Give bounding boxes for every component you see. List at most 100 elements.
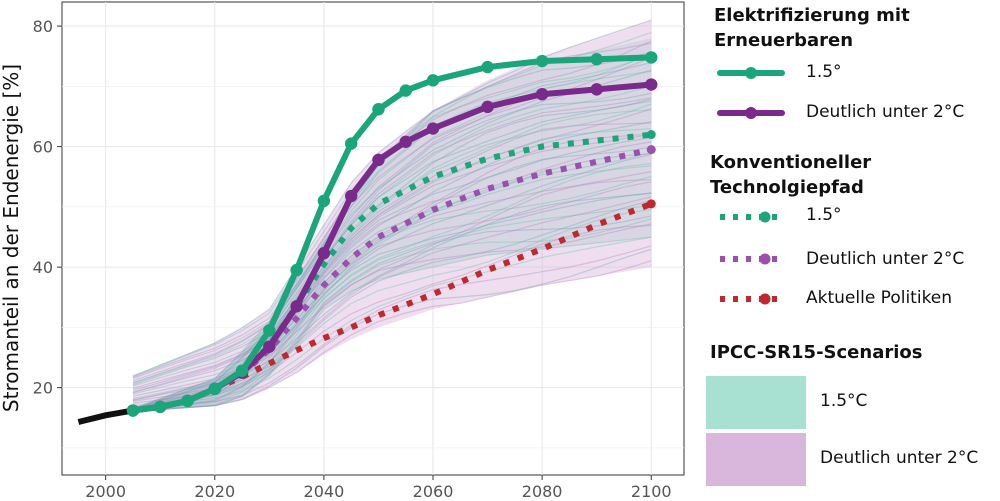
scenario-line — [132, 70, 652, 410]
series-point — [154, 400, 167, 414]
series-point — [208, 382, 221, 396]
series-point — [344, 189, 358, 203]
scenario-line — [132, 165, 652, 412]
scenario-line — [132, 103, 652, 387]
legend-group1-title: Elektrifizierung mit Erneuerbaren — [714, 3, 910, 53]
series-point — [426, 122, 440, 135]
x-tick-label: 2100 — [631, 482, 672, 501]
scenario-line — [132, 98, 652, 386]
scenario-line — [132, 248, 652, 411]
legend-key-band-1-5 — [706, 376, 806, 429]
legend-label-erneuerbare-1-5: 1.5° — [806, 62, 842, 82]
legend-key-konventionell-2c — [720, 253, 782, 265]
scenario-line — [132, 146, 652, 394]
legend-group3-title: IPCC-SR15-Scenarios — [710, 342, 923, 363]
series-point — [372, 153, 385, 167]
series-point — [263, 340, 276, 353]
series-point — [481, 60, 494, 74]
history-line — [77, 407, 134, 425]
x-tick-label: 2020 — [194, 482, 235, 501]
plot-panel — [61, 1, 685, 476]
scenario-line — [132, 218, 652, 412]
series-line — [129, 54, 655, 414]
legend-group1-title-line2: Erneuerbaren — [714, 30, 854, 51]
legend-label-konventionell-1-5: 1.5° — [806, 205, 842, 225]
series-point — [645, 78, 658, 91]
legend-key-konventionell-1-5 — [720, 211, 782, 223]
scenario-line — [132, 51, 652, 380]
scenario-line — [132, 224, 652, 408]
legend-key-erneuerbare-2c — [717, 107, 785, 119]
legend-key-aktuelle-politiken — [720, 293, 782, 305]
series-point — [646, 199, 656, 209]
series-point — [290, 300, 303, 313]
legend-group2-title-line2: Technolgiepfad — [710, 177, 864, 198]
x-tick-label: 2060 — [413, 482, 454, 501]
series-point — [426, 74, 440, 87]
series-point — [535, 87, 549, 101]
scenario-line — [132, 19, 652, 377]
scenario-line — [132, 179, 652, 401]
series-point — [645, 51, 658, 64]
scenario-line — [132, 236, 652, 409]
legend-key-band-2c — [706, 433, 806, 486]
series-point — [317, 247, 331, 260]
legend-group2-title-line1: Konventioneller — [710, 152, 872, 173]
x-tick-label: 2040 — [304, 482, 345, 501]
scenario-line — [132, 260, 652, 412]
x-tick-label: 2080 — [522, 482, 563, 501]
legend-group1-title-line1: Elektrifizierung mit — [714, 5, 910, 26]
series-point — [344, 137, 358, 150]
series-point — [263, 324, 276, 337]
legend-key-erneuerbare-1-5 — [717, 67, 785, 79]
y-tick-label: 80 — [33, 17, 53, 36]
legend-group2-title: Konventioneller Technolgiepfad — [710, 150, 871, 200]
scenario-line — [132, 85, 652, 385]
scenario-line — [132, 153, 652, 397]
legend-label-band-1-5: 1.5°C — [820, 391, 868, 411]
scenario-line — [132, 92, 652, 410]
series-point — [481, 100, 494, 114]
series-point — [590, 83, 603, 96]
x-tick-label: 2000 — [85, 482, 126, 501]
series-0 — [126, 51, 658, 417]
scenario-line — [132, 121, 652, 391]
series-point — [372, 103, 385, 116]
series-point — [317, 194, 331, 208]
series-point — [590, 53, 603, 66]
scenario-line — [132, 245, 652, 409]
series-point — [126, 404, 140, 417]
scenario-line — [132, 215, 652, 412]
scenario-line — [132, 204, 652, 412]
y-axis-label: Stromanteil an der Endenergie [%] — [0, 64, 23, 412]
scenario-line — [132, 223, 652, 413]
series-4 — [213, 199, 656, 392]
scenario-bands — [132, 20, 652, 412]
y-tick-label: 20 — [33, 379, 53, 398]
series-point — [181, 394, 194, 408]
scenario-line — [132, 236, 652, 413]
series-point — [646, 145, 656, 155]
scenario-line — [132, 192, 652, 412]
series-point — [235, 364, 249, 377]
series-lines — [77, 51, 658, 425]
scenario-line — [132, 171, 652, 412]
legend-label-erneuerbare-2c: Deutlich unter 2°C — [806, 102, 965, 122]
series-point — [399, 135, 412, 148]
scenario-line — [132, 162, 652, 400]
y-tick-label: 40 — [33, 258, 53, 277]
legend-label-konventionell-2c: Deutlich unter 2°C — [806, 249, 965, 269]
scenario-line — [132, 97, 652, 411]
scenario-line — [132, 62, 652, 410]
series-point — [646, 130, 656, 140]
legend: Elektrifizierung mit Erneuerbaren 1.5° D… — [700, 0, 1000, 501]
band-2c — [132, 20, 652, 412]
series-point — [535, 54, 549, 68]
scenario-line — [132, 181, 652, 412]
legend-label-band-2c: Deutlich unter 2°C — [820, 448, 979, 468]
series-point — [290, 263, 303, 277]
scenario-line — [132, 175, 652, 412]
y-tick-label: 60 — [33, 138, 53, 157]
